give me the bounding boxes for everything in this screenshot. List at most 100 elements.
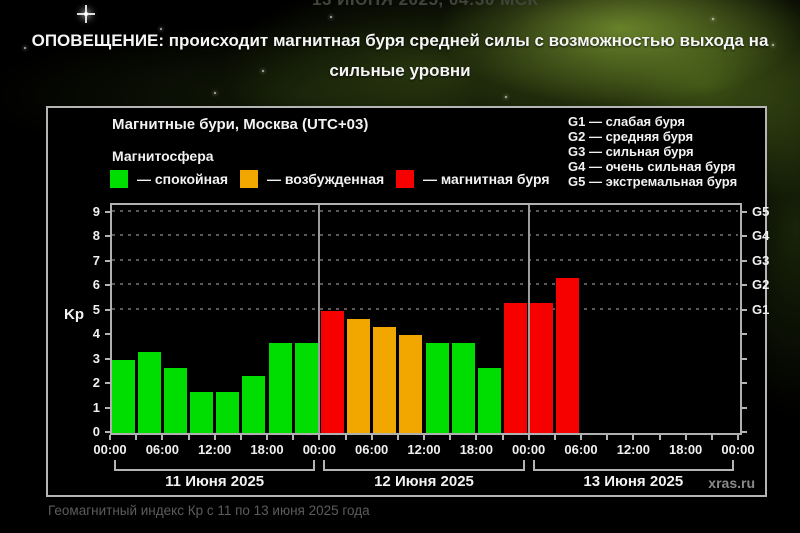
grid-line — [112, 307, 738, 310]
x-tick — [344, 435, 347, 440]
kp-bar — [373, 327, 397, 433]
x-tick — [423, 435, 425, 440]
g-axis-label: G4 — [752, 228, 770, 244]
star — [772, 44, 774, 46]
star — [262, 70, 264, 72]
star — [712, 18, 714, 20]
y-tick — [105, 333, 111, 336]
magnetosphere-label: Магнитосфера — [112, 148, 214, 164]
date-label: 12 Июня 2025 — [374, 473, 474, 490]
legend-quiet: — спокойная — [110, 170, 228, 188]
x-tick — [318, 435, 321, 440]
day-separator — [318, 205, 321, 433]
y-tick-right — [741, 382, 747, 385]
y-tick-right — [741, 235, 747, 238]
kp-bar — [268, 343, 292, 433]
kp-bar — [190, 392, 214, 433]
kp-bar — [111, 359, 135, 433]
x-tick — [710, 435, 713, 440]
y-tick — [105, 382, 111, 385]
x-axis-label: 12:00 — [198, 442, 232, 457]
chart-panel: Магнитные бури, Москва (UTC+03) Магнитос… — [46, 106, 770, 497]
legend-active-label: — возбужденная — [267, 171, 385, 187]
y-tick-right — [741, 211, 747, 213]
x-tick — [370, 435, 373, 440]
alert-banner: ОПОВЕЩЕНИЕ: происходит магнитная буря ср… — [0, 26, 800, 86]
date-label: 11 Июня 2025 — [165, 473, 265, 490]
y-tick-right — [741, 333, 747, 336]
x-tick — [161, 435, 164, 440]
y-tick-right — [741, 259, 747, 262]
star — [160, 28, 162, 30]
active-swatch-icon — [240, 170, 258, 188]
grid-line — [112, 210, 738, 212]
y-axis-label: 4 — [92, 326, 100, 342]
x-tick — [396, 435, 399, 440]
x-axis-label: 00:00 — [93, 442, 127, 457]
x-tick — [737, 435, 739, 440]
star — [24, 47, 26, 49]
x-tick — [501, 435, 504, 440]
y-tick — [105, 259, 111, 262]
star — [214, 92, 216, 94]
x-axis-label: 06:00 — [564, 442, 598, 457]
g4-description: G4 — очень сильная буря — [568, 159, 736, 174]
x-axis-label: 12:00 — [407, 442, 441, 457]
x-tick — [553, 435, 556, 440]
x-axis-label: 00:00 — [512, 442, 546, 457]
g3-description: G3 — сильная буря — [568, 144, 694, 159]
x-axis-label: 18:00 — [250, 442, 284, 457]
y-tick — [105, 406, 111, 409]
kp-bar — [294, 343, 318, 433]
kp-bar — [530, 302, 554, 433]
kp-bar — [399, 335, 423, 433]
kp-bar — [477, 367, 501, 433]
y-axis-label: 5 — [92, 301, 100, 317]
x-tick — [109, 435, 111, 440]
caption: Геомагнитный индекс Кр с 11 по 13 июня 2… — [48, 503, 370, 518]
legend-storm: — магнитная буря — [396, 170, 550, 188]
quiet-swatch-icon — [110, 170, 128, 188]
y-tick — [105, 308, 111, 311]
x-axis-label: 18:00 — [459, 442, 493, 457]
kp-bar — [163, 367, 187, 433]
x-tick — [135, 435, 138, 440]
kp-bar — [451, 343, 475, 433]
g1-description: G1 — слабая буря — [568, 114, 686, 129]
kp-bar — [347, 318, 371, 433]
x-axis-label: 06:00 — [145, 442, 179, 457]
y-axis-label: 9 — [92, 204, 100, 219]
kp-bar — [216, 392, 240, 433]
y-axis-label: 3 — [92, 350, 100, 366]
alert-line-1: ОПОВЕЩЕНИЕ: происходит магнитная буря ср… — [31, 31, 769, 50]
chart-title: Магнитные бури, Москва (UTC+03) — [112, 116, 369, 133]
x-tick — [187, 435, 190, 440]
x-tick — [292, 435, 295, 440]
x-tick — [213, 435, 216, 440]
alert-line-2: сильные уровни — [329, 61, 471, 80]
y-tick — [105, 357, 111, 360]
legend-quiet-label: — спокойная — [137, 171, 229, 187]
x-axis-label: 00:00 — [721, 442, 755, 457]
y-tick — [105, 431, 111, 433]
date-bracket — [114, 460, 316, 471]
grid-line — [112, 234, 738, 237]
kp-bar — [504, 302, 528, 433]
g-axis-label: G5 — [752, 204, 770, 219]
x-tick — [580, 435, 582, 440]
y-tick — [105, 284, 111, 287]
y-axis-label: 1 — [92, 399, 100, 415]
x-tick — [527, 435, 530, 440]
x-tick — [239, 435, 242, 440]
g-scale-legend: G1 — слабая буря G2 — средняя буря G3 — … — [568, 114, 737, 189]
y-axis-label: 8 — [92, 228, 100, 244]
kp-axis-label: Kp — [64, 306, 84, 323]
grid-line — [112, 283, 738, 286]
x-tick — [684, 435, 687, 440]
kp-bar — [425, 343, 449, 433]
legend-active: — возбужденная — [240, 170, 384, 188]
kp-bar — [556, 278, 580, 433]
star — [505, 96, 507, 98]
y-axis-label: 2 — [92, 375, 100, 391]
x-tick — [658, 435, 661, 440]
